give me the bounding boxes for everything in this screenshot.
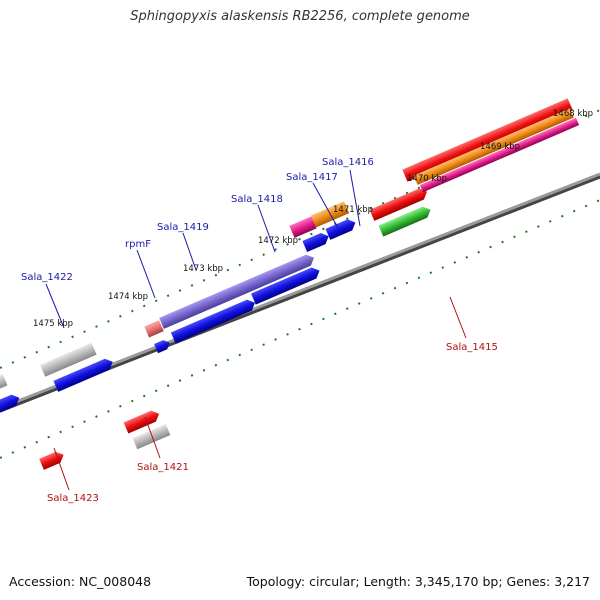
gene-label: Sala_1422: [21, 272, 73, 283]
gene-block: [0, 374, 8, 395]
map-title: Sphingopyxis alaskensis RB2256, complete…: [130, 9, 470, 24]
kbp-label: 1474 kbp: [108, 292, 148, 302]
gene-label: rpmF: [125, 239, 151, 250]
gene-arrow: [123, 410, 160, 434]
kbp-label: 1475 kbp: [33, 319, 73, 329]
gene-block: [289, 216, 317, 238]
gene-block: [144, 320, 164, 338]
gene-arrow: [378, 206, 431, 237]
gene-arrow: [251, 267, 320, 305]
gene-label: Sala_1417: [286, 172, 338, 183]
gene-arrow: [0, 394, 20, 416]
gene-label: Sala_1421: [137, 462, 189, 473]
gene-arrow: [325, 219, 356, 240]
gene-arrow: [302, 233, 329, 252]
gene-label: Sala_1415: [446, 342, 498, 353]
leader-lines-top: [45, 169, 361, 329]
gene-arrow: [170, 299, 255, 344]
gene-block: [132, 423, 171, 450]
gene-block: [402, 98, 573, 182]
gene-block: [413, 108, 574, 185]
gene-arrow: [53, 358, 113, 392]
gene-label: Sala_1423: [47, 493, 99, 504]
gene-label: Sala_1418: [231, 194, 283, 205]
gene-arrow: [159, 254, 314, 329]
kbp-label: 1469 kbp: [480, 142, 520, 152]
scale-ticks-lower: [0, 199, 600, 459]
gene-label: Sala_1416: [322, 157, 374, 168]
kbp-label: 1471 kbp: [333, 205, 373, 215]
accession-text: Accession: NC_008048: [9, 574, 152, 589]
leader-lines-bottom: [53, 296, 467, 491]
scale-ticks-upper: [0, 109, 600, 369]
gene-label: Sala_1419: [157, 222, 209, 233]
gene-block: [40, 342, 97, 377]
gene-arrow: [39, 451, 64, 470]
genome-summary: Topology: circular; Length: 3,345,170 bp…: [246, 574, 590, 589]
gene-arrow: [154, 340, 170, 354]
kbp-label: 1472 kbp: [258, 236, 298, 246]
kbp-label: 1473 kbp: [183, 264, 223, 274]
kbp-label: 1468 kbp: [553, 109, 593, 119]
gene-block: [419, 117, 580, 193]
gene-arrow: [369, 188, 428, 221]
kbp-label: 1470 kbp: [407, 174, 447, 184]
